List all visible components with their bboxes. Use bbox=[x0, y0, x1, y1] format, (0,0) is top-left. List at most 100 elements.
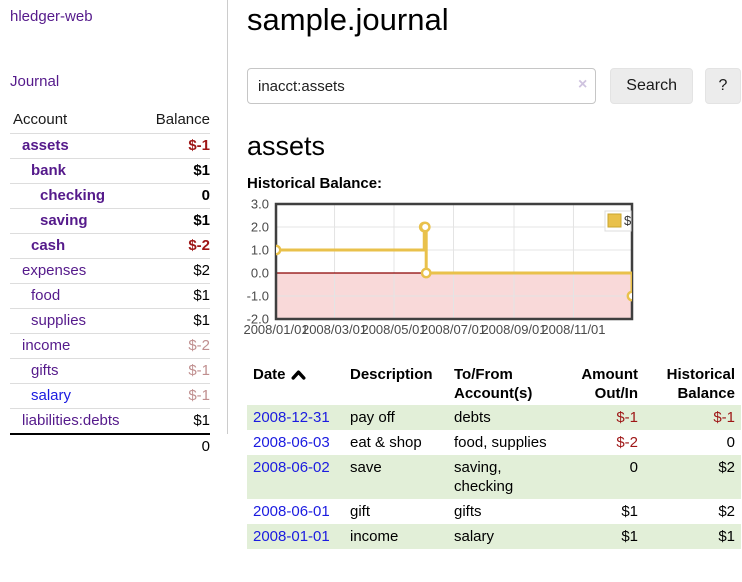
transaction-date-link[interactable]: 2008-06-02 bbox=[253, 459, 330, 476]
account-row: assets$-1 bbox=[10, 134, 210, 159]
y-axis-tick-label: -1.0 bbox=[247, 289, 269, 304]
hledger-web-page: hledger-web Journal Account Balance asse… bbox=[0, 0, 742, 582]
main-content: sample.journal × Search ? assets Histori… bbox=[247, 0, 741, 549]
account-balance: $-2 bbox=[188, 337, 210, 354]
historical-balance-chart: $3.02.01.00.0-1.0-2.02008/01/012008/03/0… bbox=[247, 200, 639, 340]
transaction-description: gift bbox=[344, 499, 448, 524]
transaction-amount: $1 bbox=[568, 499, 644, 524]
account-row: supplies $1 bbox=[10, 309, 210, 334]
data-point-marker bbox=[272, 246, 280, 254]
transaction-accounts: gifts bbox=[448, 499, 568, 524]
accounts-column-header: Account bbox=[10, 108, 141, 134]
sidebar-item-bank[interactable]: bank bbox=[31, 162, 66, 179]
account-balance: 0 bbox=[202, 187, 210, 204]
transaction-row: 2008-12-31pay offdebts$-1$-1 bbox=[247, 405, 741, 430]
transaction-description: save bbox=[344, 455, 448, 499]
sidebar-item-cash[interactable]: cash bbox=[31, 237, 65, 254]
y-axis-tick-label: 1.0 bbox=[251, 243, 269, 258]
column-header-historical-balance: Historical Balance bbox=[644, 363, 741, 405]
sidebar-item-saving[interactable]: saving bbox=[40, 212, 88, 229]
search-button[interactable]: Search bbox=[610, 68, 693, 104]
column-header-to-from-account-s-: To/From Account(s) bbox=[448, 363, 568, 405]
transaction-accounts: debts bbox=[448, 405, 568, 430]
account-row: bank $1 bbox=[10, 159, 210, 184]
x-axis-tick-label: 2008/09/01 bbox=[481, 322, 546, 337]
accounts-total: 0 bbox=[141, 434, 210, 459]
account-row: checking 0 bbox=[10, 184, 210, 209]
transaction-amount: 0 bbox=[568, 455, 644, 499]
chart-title: Historical Balance: bbox=[247, 175, 741, 192]
transaction-date: 2008-06-03 bbox=[247, 430, 344, 455]
sidebar-item-checking[interactable]: checking bbox=[40, 187, 105, 204]
x-axis-tick-label: 2008/01/01 bbox=[243, 322, 308, 337]
sidebar-item-salary[interactable]: salary bbox=[31, 387, 71, 404]
transaction-description: eat & shop bbox=[344, 430, 448, 455]
data-point-marker bbox=[421, 223, 429, 231]
transaction-date: 2008-01-01 bbox=[247, 524, 344, 549]
transaction-date: 2008-12-31 bbox=[247, 405, 344, 430]
account-row: salary$-1 bbox=[10, 384, 210, 409]
transaction-balance: $1 bbox=[644, 524, 741, 549]
sidebar: hledger-web Journal Account Balance asse… bbox=[0, 0, 228, 434]
transaction-date-link[interactable]: 2008-01-01 bbox=[253, 528, 330, 545]
sidebar-item-food[interactable]: food bbox=[31, 287, 60, 304]
transaction-accounts: food, supplies bbox=[448, 430, 568, 455]
transaction-balance: $2 bbox=[644, 455, 741, 499]
clear-search-icon[interactable]: × bbox=[578, 76, 587, 94]
transaction-date-link[interactable]: 2008-12-31 bbox=[253, 409, 330, 426]
sidebar-item-journal[interactable]: Journal bbox=[10, 73, 59, 90]
transaction-balance: 0 bbox=[644, 430, 741, 455]
transaction-date-link[interactable]: 2008-06-03 bbox=[253, 434, 330, 451]
app-title-link[interactable]: hledger-web bbox=[10, 8, 93, 25]
data-point-marker bbox=[422, 269, 430, 277]
account-title: assets bbox=[247, 131, 741, 161]
transaction-accounts: saving, checking bbox=[448, 455, 568, 499]
legend-label: $ bbox=[624, 213, 632, 228]
transaction-description: income bbox=[344, 524, 448, 549]
transaction-balance: $2 bbox=[644, 499, 741, 524]
account-balance: $1 bbox=[193, 212, 210, 229]
transaction-row: 2008-06-02 savesaving, checking0$2 bbox=[247, 455, 741, 499]
account-row: gifts $-1 bbox=[10, 359, 210, 384]
sidebar-item-expenses[interactable]: expenses bbox=[22, 262, 86, 279]
data-point-marker bbox=[628, 292, 636, 300]
account-row: saving $1 bbox=[10, 209, 210, 234]
account-balance: $2 bbox=[193, 262, 210, 279]
help-button[interactable]: ? bbox=[705, 68, 741, 104]
column-header-date[interactable]: Date bbox=[247, 363, 344, 405]
account-balance: $-1 bbox=[188, 362, 210, 379]
account-balance: $1 bbox=[193, 287, 210, 304]
column-header-description: Description bbox=[344, 363, 448, 405]
page-title: sample.journal bbox=[247, 2, 741, 38]
transaction-accounts: salary bbox=[448, 524, 568, 549]
transaction-date-link[interactable]: 2008-06-01 bbox=[253, 503, 330, 520]
account-balance: $1 bbox=[193, 412, 210, 429]
sidebar-item-gifts[interactable]: gifts bbox=[31, 362, 59, 379]
x-axis-tick-label: 2008/03/01 bbox=[302, 322, 367, 337]
account-balance: $1 bbox=[193, 162, 210, 179]
search-input[interactable] bbox=[247, 68, 596, 104]
column-header-amount-out-in: Amount Out/In bbox=[568, 363, 644, 405]
accounts-table: Account Balance assets$-1bank$1checking0… bbox=[10, 108, 210, 459]
y-axis-tick-label: 2.0 bbox=[251, 220, 269, 235]
accounts-total-row: 0 bbox=[10, 434, 210, 459]
account-balance: $1 bbox=[193, 312, 210, 329]
transaction-date: 2008-06-01 bbox=[247, 499, 344, 524]
register-table: DateDescriptionTo/From Account(s)Amount … bbox=[247, 363, 741, 549]
transaction-date: 2008-06-02 bbox=[247, 455, 344, 499]
sidebar-item-income[interactable]: income bbox=[22, 337, 70, 354]
y-axis-tick-label: 0.0 bbox=[251, 266, 269, 281]
x-axis-tick-label: 2008/07/01 bbox=[421, 322, 486, 337]
sidebar-item-liabilities-debts[interactable]: liabilities:debts bbox=[22, 412, 120, 429]
transaction-description: pay off bbox=[344, 405, 448, 430]
y-axis-tick-label: 3.0 bbox=[251, 197, 269, 212]
sidebar-item-supplies[interactable]: supplies bbox=[31, 312, 86, 329]
account-row: food $1 bbox=[10, 284, 210, 309]
sidebar-item-assets[interactable]: assets bbox=[22, 137, 69, 154]
transaction-amount: $-2 bbox=[568, 430, 644, 455]
sort-ascending-icon bbox=[291, 370, 306, 380]
transaction-amount: $-1 bbox=[568, 405, 644, 430]
transaction-row: 2008-06-01 giftgifts$1$2 bbox=[247, 499, 741, 524]
transaction-row: 2008-01-01incomesalary$1$1 bbox=[247, 524, 741, 549]
account-row: liabilities:debts $1 bbox=[10, 409, 210, 435]
